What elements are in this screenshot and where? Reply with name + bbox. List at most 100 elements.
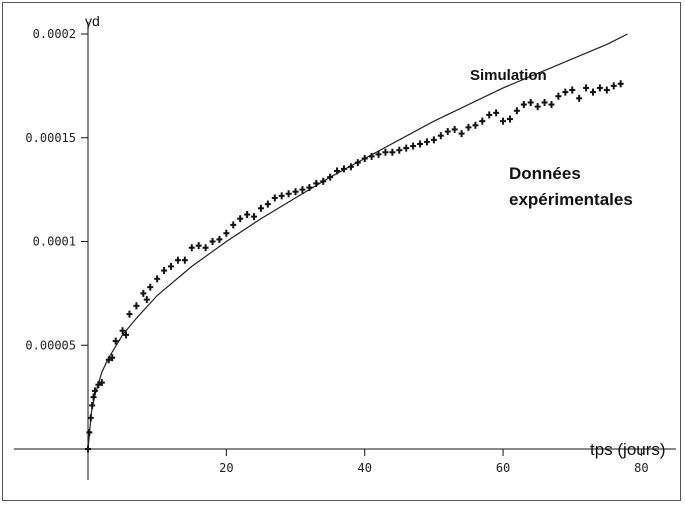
data-point-marker xyxy=(375,150,382,158)
data-point-marker xyxy=(147,283,154,291)
data-point-marker xyxy=(500,117,507,125)
data-point-marker xyxy=(271,194,278,202)
data-point-marker xyxy=(589,88,596,96)
data-point-marker xyxy=(306,184,313,192)
data-point-marker xyxy=(465,123,472,131)
data-point-marker xyxy=(195,242,202,250)
data-point-marker xyxy=(133,302,140,310)
data-point-marker xyxy=(430,136,437,144)
data-point-marker xyxy=(382,148,389,156)
data-point-marker xyxy=(527,98,534,106)
data-point-marker xyxy=(320,177,327,185)
data-point-marker xyxy=(617,80,624,88)
data-point-marker xyxy=(403,144,410,152)
data-point-marker xyxy=(244,211,251,219)
data-point-marker xyxy=(202,244,209,252)
data-point-marker xyxy=(168,262,175,270)
x-ticks: 20 40 60 80 xyxy=(219,449,649,475)
x-tick-label: 60 xyxy=(496,461,510,475)
simulation-label: Simulation xyxy=(470,67,547,84)
data-point-marker xyxy=(506,115,513,123)
data-point-marker xyxy=(555,92,562,100)
data-point-marker xyxy=(479,117,486,125)
data-point-marker xyxy=(105,356,112,364)
data-point-marker xyxy=(423,138,430,146)
data-point-marker xyxy=(437,132,444,140)
y-ticks: 0.00005 0.0001 0.00015 0.0002 xyxy=(25,27,88,352)
data-point-marker xyxy=(610,82,617,90)
y-axis-title: γd xyxy=(85,13,100,29)
data-point-marker xyxy=(368,152,375,160)
data-point-marker xyxy=(354,159,361,167)
chart-frame xyxy=(2,2,681,501)
axes: 20 40 60 80 0.00005 0.0001 0.00015 0.0002 xyxy=(14,22,676,480)
data-point-marker xyxy=(161,267,168,275)
data-point-marker xyxy=(86,428,93,436)
data-point-marker xyxy=(596,84,603,92)
data-point-marker xyxy=(347,163,354,171)
data-point-marker xyxy=(119,327,126,335)
data-point-marker xyxy=(216,235,223,243)
data-point-marker xyxy=(95,381,102,389)
data-point-marker xyxy=(251,213,258,221)
data-point-marker xyxy=(90,393,97,401)
data-point-marker xyxy=(458,130,465,138)
data-point-marker xyxy=(112,337,119,345)
data-point-marker xyxy=(340,165,347,173)
data-point-marker xyxy=(181,256,188,264)
data-point-marker xyxy=(299,186,306,194)
data-point-marker xyxy=(264,200,271,208)
data-point-marker xyxy=(451,125,458,133)
x-axis-title: tps (jours) xyxy=(590,440,666,459)
experimental-label-line-2: expérimentales xyxy=(509,190,633,209)
data-point-marker xyxy=(562,88,569,96)
data-point-marker xyxy=(389,148,396,156)
y-tick-label: 0.0001 xyxy=(33,235,76,249)
data-point-marker xyxy=(174,256,181,264)
data-point-marker xyxy=(534,103,541,111)
data-point-marker xyxy=(520,101,527,109)
data-point-marker xyxy=(493,109,500,117)
data-point-marker xyxy=(541,98,548,106)
data-point-marker xyxy=(209,238,216,245)
data-point-marker xyxy=(327,173,334,181)
data-point-marker xyxy=(472,121,479,129)
y-tick-label: 0.00015 xyxy=(25,131,76,145)
data-point-marker xyxy=(548,101,555,109)
data-point-marker xyxy=(140,289,147,297)
data-point-marker xyxy=(396,146,403,154)
data-point-marker xyxy=(513,107,520,115)
data-point-marker xyxy=(444,128,451,136)
data-point-marker xyxy=(417,140,424,148)
y-tick-label: 0.00005 xyxy=(25,338,76,352)
data-point-marker xyxy=(569,86,576,94)
data-point-marker xyxy=(257,204,264,212)
data-point-marker xyxy=(603,86,610,94)
experimental-data-label: Données expérimentales xyxy=(509,164,633,209)
series-layer xyxy=(85,33,628,453)
simulation-line xyxy=(87,33,628,450)
data-point-marker xyxy=(278,192,285,200)
x-tick-label: 40 xyxy=(357,461,371,475)
data-point-marker xyxy=(85,445,91,453)
data-point-marker xyxy=(188,244,195,252)
data-point-marker xyxy=(334,167,341,175)
data-point-marker xyxy=(143,296,150,304)
data-point-marker xyxy=(126,310,133,318)
data-point-marker xyxy=(89,401,96,409)
data-point-marker xyxy=(361,155,368,162)
data-point-marker xyxy=(223,229,230,237)
data-point-marker xyxy=(576,94,583,102)
data-point-marker xyxy=(486,111,493,119)
data-point-marker xyxy=(410,142,417,150)
x-tick-label: 20 xyxy=(219,461,233,475)
data-point-marker xyxy=(91,387,98,395)
data-point-marker xyxy=(313,179,320,187)
data-point-marker xyxy=(154,275,161,283)
data-point-marker xyxy=(109,354,116,362)
x-tick-label: 80 xyxy=(634,461,648,475)
data-point-marker xyxy=(292,188,299,196)
experimental-label-line-1: Données xyxy=(509,164,581,183)
y-tick-label: 0.0002 xyxy=(33,27,76,41)
